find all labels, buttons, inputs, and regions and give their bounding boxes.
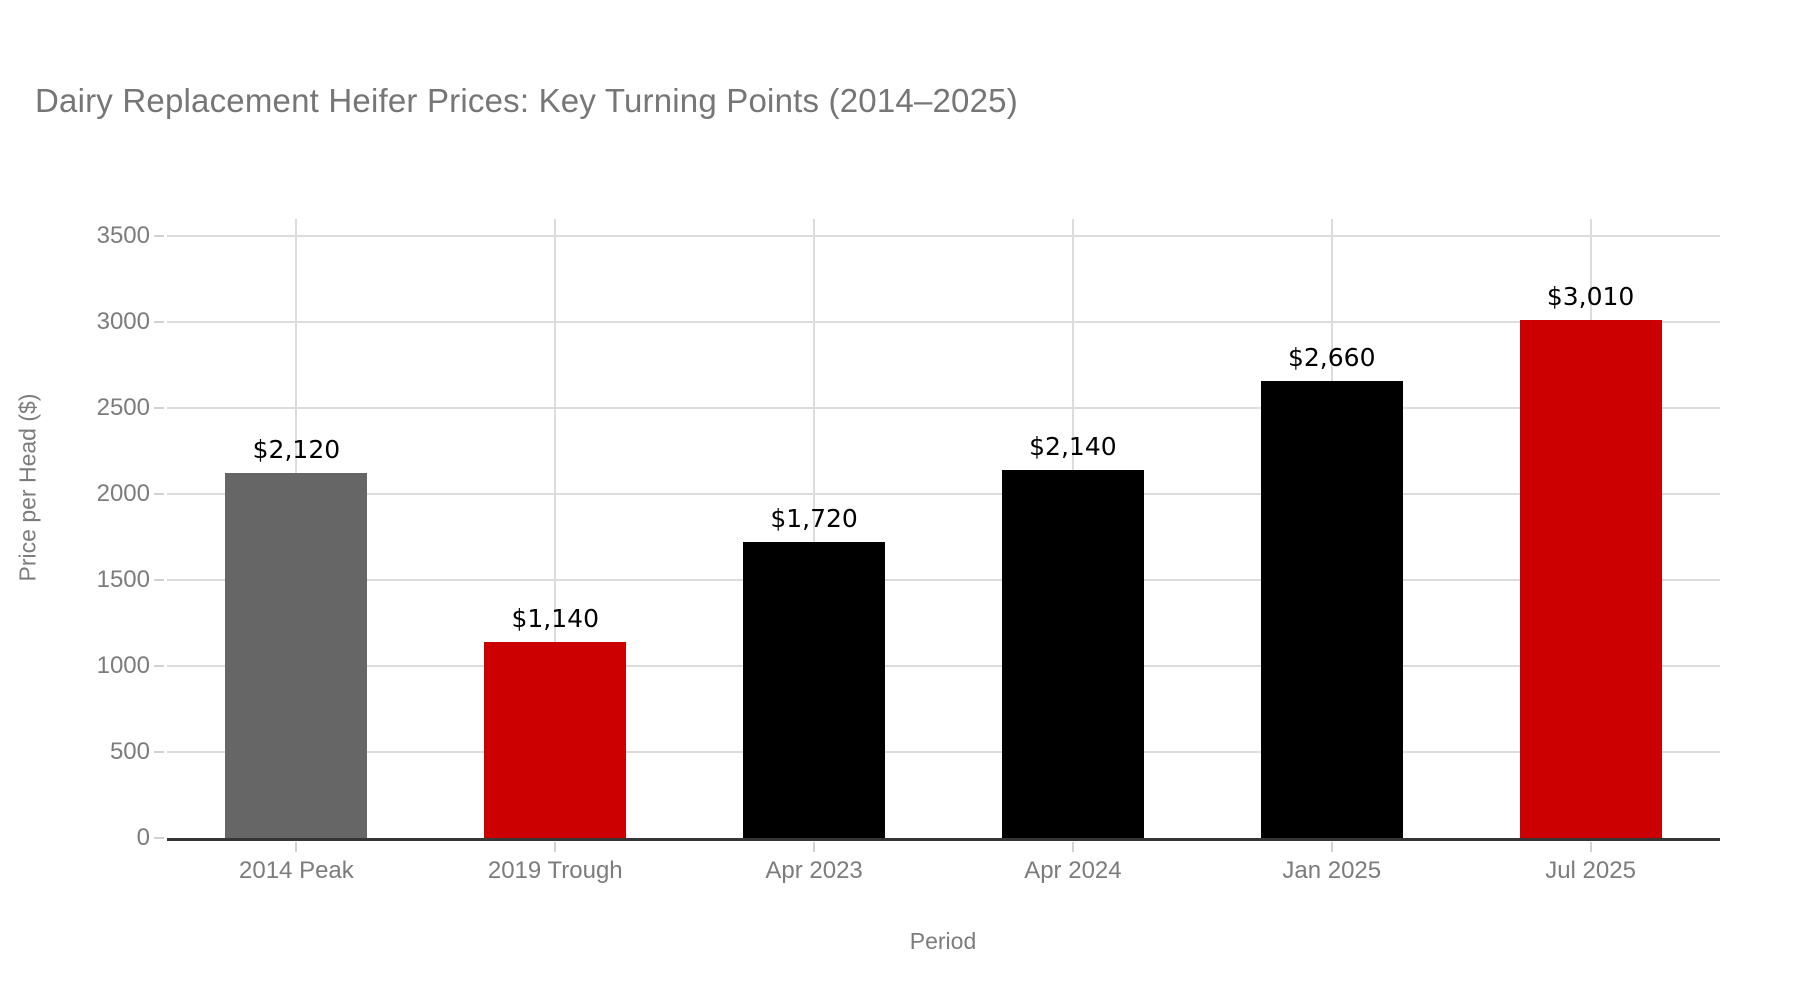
- x-tick-mark: [1071, 842, 1074, 852]
- y-tick-label: 1000: [96, 652, 150, 680]
- gridline: [167, 235, 1720, 238]
- bar-2014-peak[interactable]: [225, 473, 368, 838]
- x-tick-mark: [1330, 842, 1333, 852]
- y-tick-mark: [154, 751, 164, 754]
- x-tick-label: 2014 Peak: [239, 857, 354, 884]
- y-tick-mark: [154, 407, 164, 410]
- y-tick-label: 2000: [96, 480, 150, 508]
- gridline: [813, 219, 816, 838]
- bar-2019-trough[interactable]: [484, 641, 627, 838]
- y-tick-label: 0: [136, 824, 150, 851]
- bar-value-label: $3,010: [1546, 282, 1635, 312]
- x-axis-title: Period: [909, 928, 977, 954]
- x-tick-mark: [1589, 842, 1592, 852]
- gridline: [167, 751, 1720, 754]
- x-tick-label: Jan 2025: [1282, 857, 1382, 884]
- x-tick-label: Apr 2024: [1024, 857, 1122, 884]
- bar-jul-2025[interactable]: [1519, 320, 1662, 838]
- chart-title: Dairy Replacement Heifer Prices: Key Tur…: [35, 82, 1018, 119]
- y-tick-mark: [154, 665, 164, 668]
- gridline: [167, 665, 1720, 668]
- y-tick-label: 3500: [96, 222, 150, 250]
- gridline: [167, 493, 1720, 496]
- y-axis-title: Price per Head ($): [14, 393, 41, 582]
- y-tick-label: 2500: [96, 394, 150, 422]
- y-tick-mark: [154, 321, 164, 324]
- y-tick-mark: [154, 837, 164, 839]
- y-tick-label: 1500: [96, 566, 150, 594]
- y-tick-label: 500: [109, 738, 150, 766]
- bar-value-label: $2,140: [1029, 432, 1117, 462]
- bar-jan-2025[interactable]: [1260, 380, 1403, 838]
- x-tick-label: 2019 Trough: [487, 857, 623, 884]
- y-tick-mark: [154, 579, 164, 582]
- x-axis-line: [167, 838, 1720, 841]
- bar-apr-2024[interactable]: [1001, 470, 1144, 838]
- x-tick-mark: [295, 842, 298, 852]
- bar-value-label: $2,660: [1288, 342, 1376, 372]
- x-tick-mark: [813, 842, 816, 852]
- bar-value-label: $2,120: [252, 435, 341, 465]
- gridline: [167, 321, 1720, 324]
- bar-apr-2023[interactable]: [743, 542, 886, 838]
- y-tick-mark: [154, 493, 164, 496]
- y-tick-label: 3000: [96, 308, 150, 336]
- bar-value-label: $1,720: [770, 504, 858, 534]
- gridline: [167, 579, 1720, 582]
- x-tick-label: Apr 2023: [765, 857, 863, 884]
- gridline: [167, 407, 1720, 410]
- bar-value-label: $1,140: [511, 603, 599, 633]
- x-tick-label: Jul 2025: [1545, 857, 1636, 884]
- x-tick-mark: [554, 842, 557, 852]
- y-tick-mark: [154, 235, 164, 238]
- gridline: [554, 219, 557, 838]
